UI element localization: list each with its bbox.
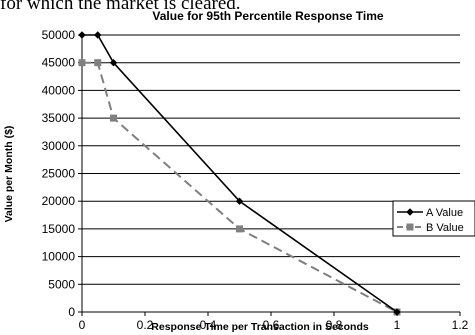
y-tick-labels: 0 5000 10000 15000 20000 25000 30000 35000 40000… bbox=[42, 28, 82, 319]
y-tick-label: 15000 bbox=[42, 222, 76, 236]
y-tick-label: 50000 bbox=[42, 28, 76, 42]
y-tick-label: 0 bbox=[68, 305, 75, 319]
series-line-b-value bbox=[82, 61, 398, 313]
legend-label-a-value: A Value bbox=[426, 207, 463, 219]
y-tick-label: 10000 bbox=[42, 250, 76, 264]
gridlines bbox=[82, 34, 460, 285]
data-point-a-value bbox=[109, 58, 118, 67]
x-tick-label: 0.2 bbox=[137, 318, 154, 332]
x-tick-label: 1 bbox=[394, 318, 401, 332]
y-tick-label: 35000 bbox=[42, 111, 76, 125]
data-point-a-value bbox=[94, 31, 102, 39]
y-tick-label: 5000 bbox=[48, 277, 75, 291]
y-tick-label: 25000 bbox=[42, 167, 76, 181]
data-point-b-value bbox=[236, 225, 243, 233]
series bbox=[78, 31, 401, 316]
x-axis-title: Response Time per Transaction in Seconds bbox=[151, 321, 369, 333]
x-tick-labels: 0 0.2 0.4 0.6 0.8 1 1.2 bbox=[79, 312, 469, 332]
data-point-b-value bbox=[94, 59, 102, 67]
data-point-b-value bbox=[110, 114, 117, 122]
legend: A Value B Value bbox=[392, 200, 475, 237]
y-tick-label: 20000 bbox=[42, 194, 76, 208]
x-tick-label: 0 bbox=[79, 318, 86, 332]
chart-title: Value for 95th Percentile Response Time bbox=[152, 9, 384, 23]
x-tick-label: 0.8 bbox=[326, 318, 343, 332]
data-point-b-value bbox=[78, 59, 86, 67]
y-tick-label: 30000 bbox=[42, 139, 76, 153]
x-tick-label: 0.4 bbox=[200, 318, 217, 332]
y-tick-label: 40000 bbox=[42, 83, 76, 97]
data-point-a-value bbox=[78, 31, 86, 39]
legend-label-b-value: B Value bbox=[426, 222, 464, 234]
x-tick-label: 0.6 bbox=[263, 318, 280, 332]
page-caption: for which the market is cleared. bbox=[0, 0, 241, 14]
data-point-a-value bbox=[393, 308, 401, 316]
data-point-a-value bbox=[235, 197, 244, 205]
y-tick-label: 45000 bbox=[42, 56, 76, 70]
legend-marker-b-value bbox=[406, 223, 414, 231]
x-tick-label: 1.2 bbox=[452, 318, 469, 332]
legend-marker-a-value bbox=[406, 208, 414, 216]
y-axis-title: Value per Month ($) bbox=[3, 126, 15, 223]
